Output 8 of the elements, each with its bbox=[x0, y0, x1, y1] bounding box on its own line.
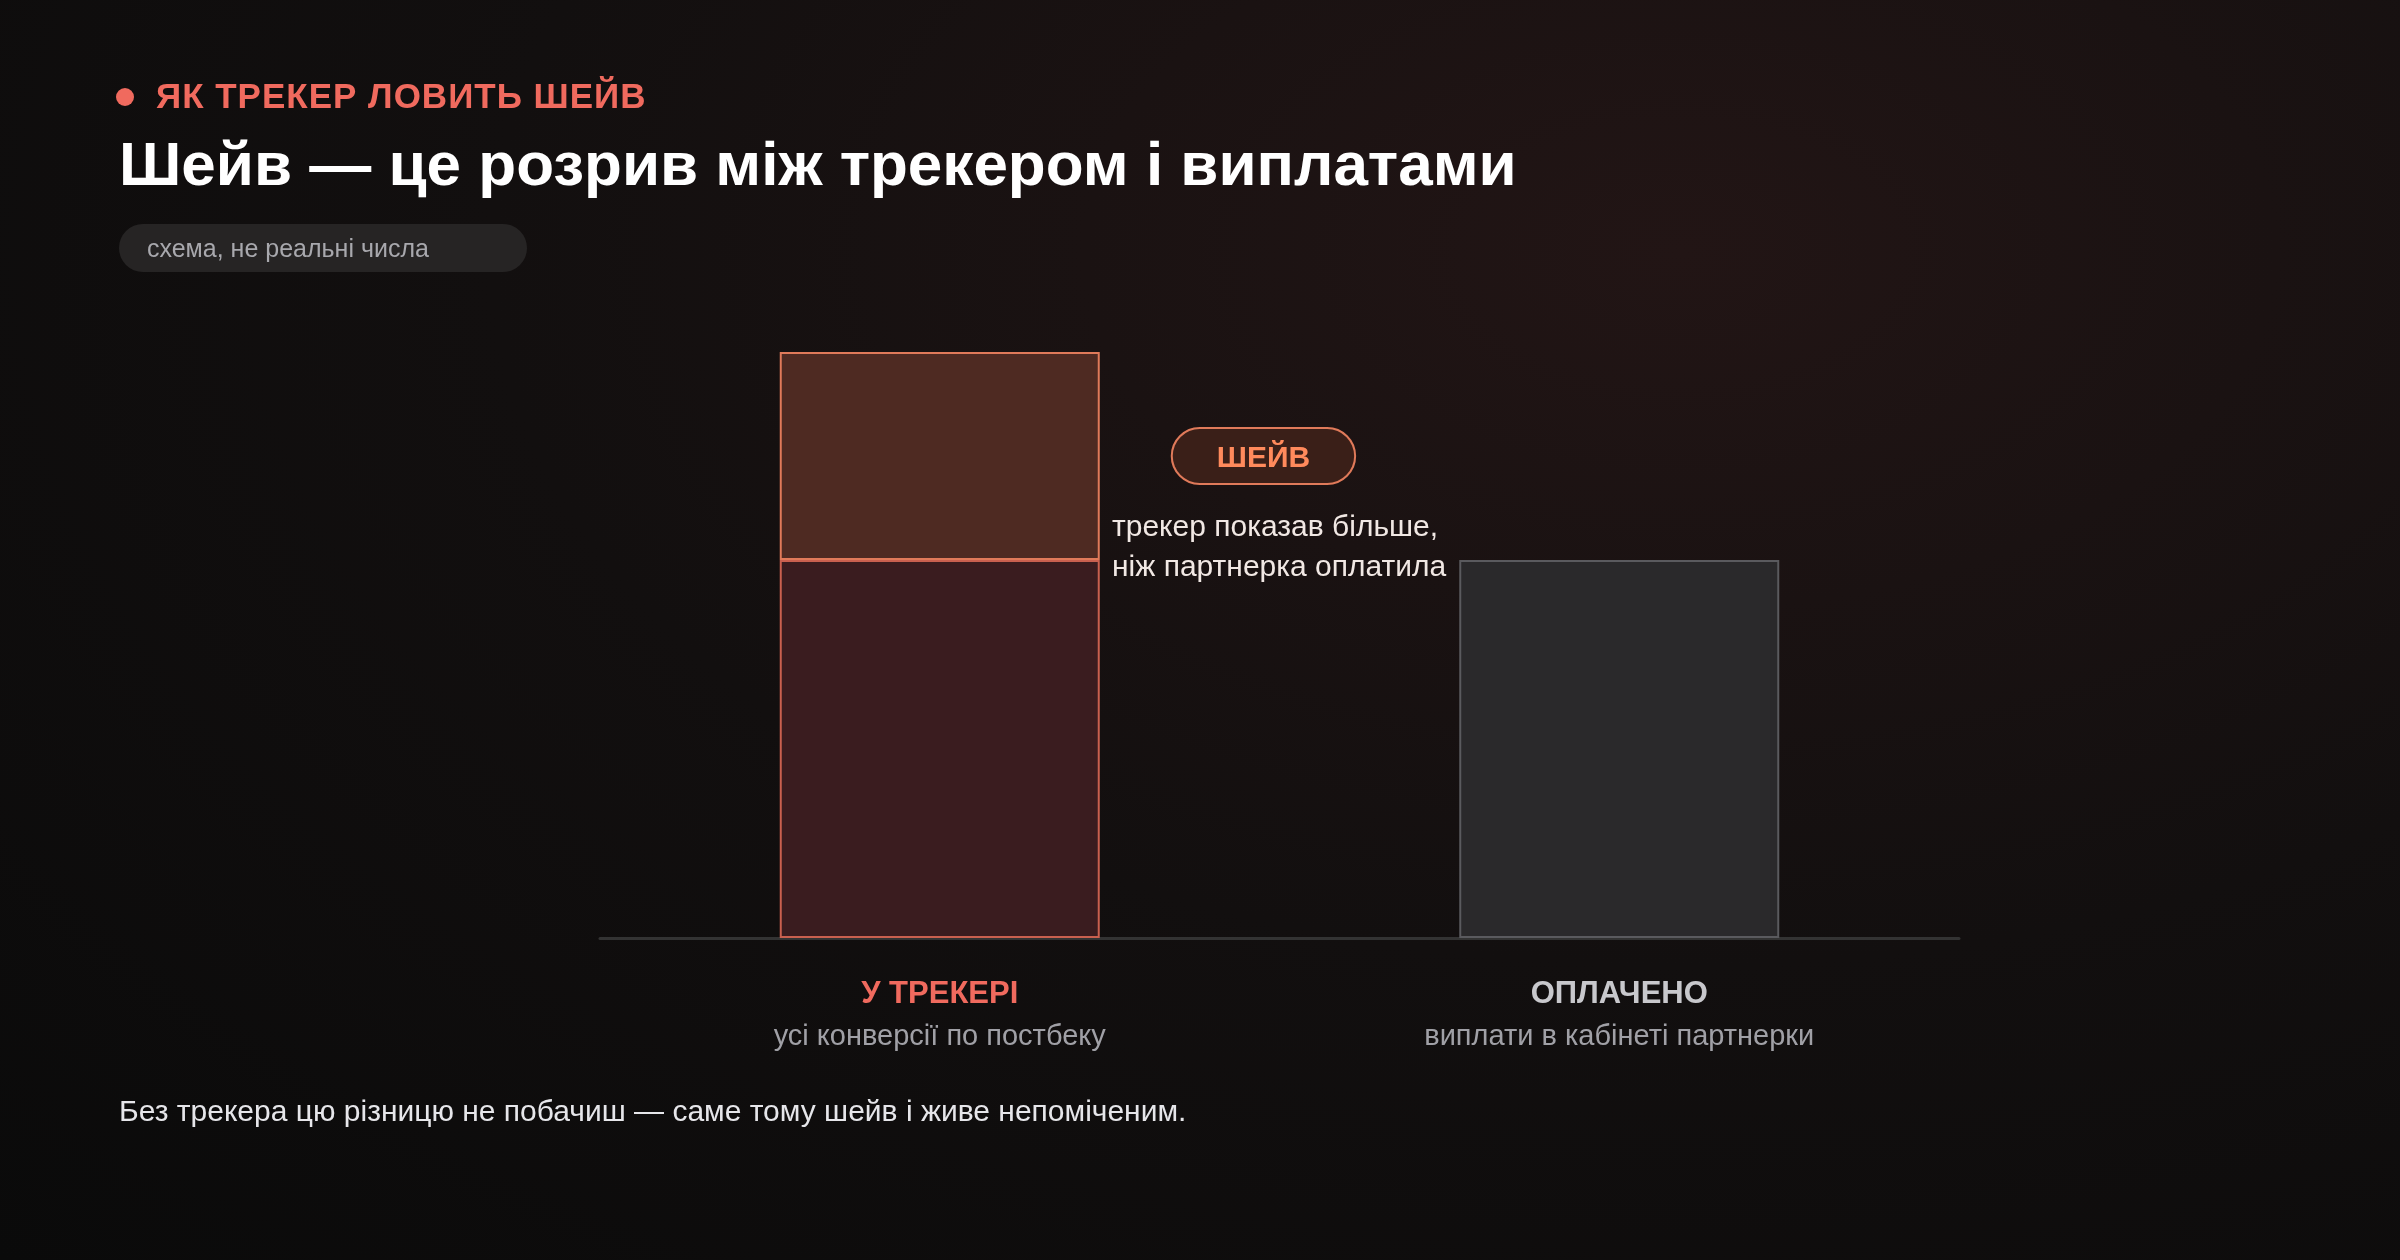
text: схема, не реальні числа bbox=[119, 224, 527, 272]
text: ШЕЙВ bbox=[1216, 439, 1311, 473]
chart-subtitle: ЯК ТРЕКЕР ЛОВИТЬ ШЕЙВ bbox=[156, 76, 647, 116]
x-tick-label: У ТРЕКЕРІ усі конверсії по постбеку bbox=[773, 974, 1107, 1051]
annotation: трекер показав більше, ніж партнерка оплатила bbox=[1112, 508, 1447, 584]
x-tick-label: ОПЛАЧЕНО виплати в кабінеті партнерки bbox=[1424, 974, 1815, 1051]
chart-title: Шейв — це розрив між трекером і виплатами bbox=[119, 128, 1517, 199]
text: Без трекера цю різницю не побачиш — саме тому шейв і живе непоміченим. bbox=[119, 1094, 1187, 1128]
